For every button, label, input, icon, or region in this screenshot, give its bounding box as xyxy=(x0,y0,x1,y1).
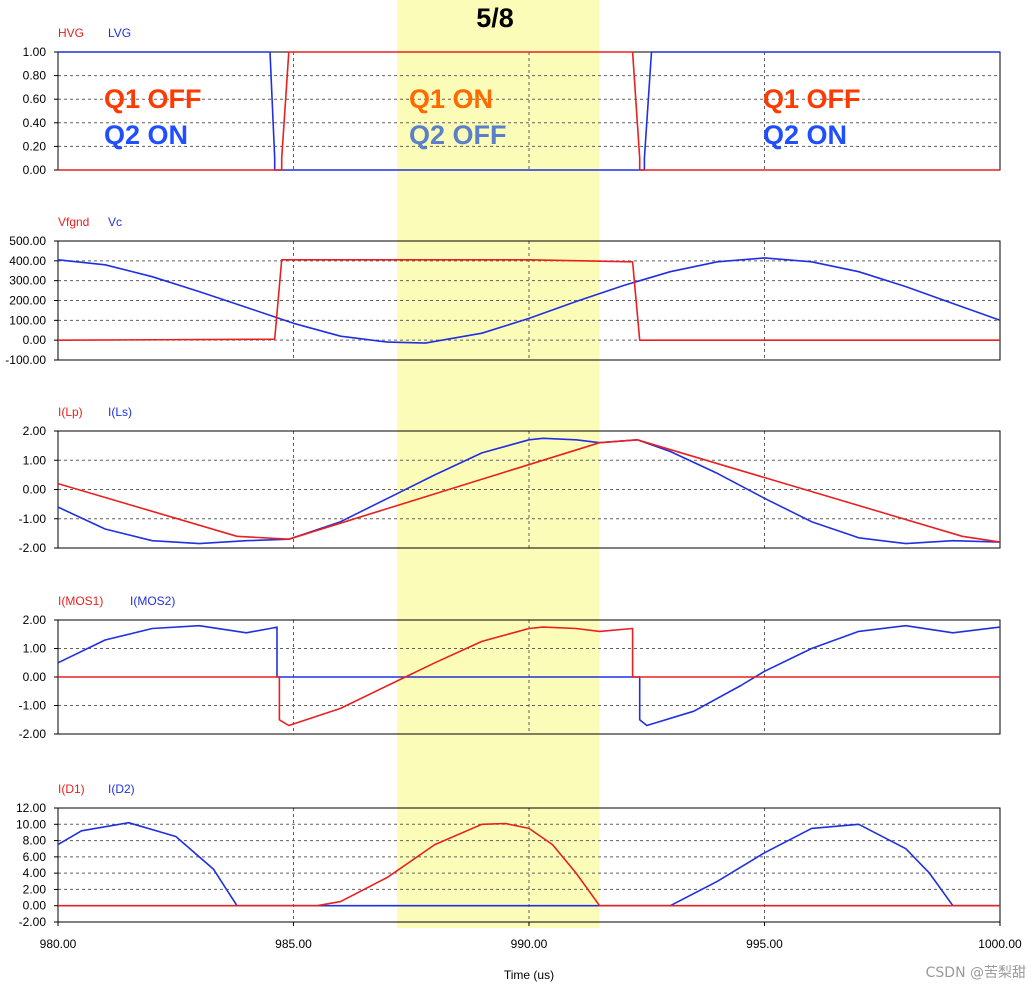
y-tick-label: 4.00 xyxy=(23,866,47,880)
y-tick-label: -100.00 xyxy=(5,353,46,367)
panel-4: -2.00 -1.00 0.00 1.00 2.00 I(MOS1) I(MOS2) xyxy=(19,594,1001,741)
y-tick-label: 0.00 xyxy=(23,163,47,177)
legend-entry: I(MOS1) xyxy=(58,594,103,608)
y-tick-label: 2.00 xyxy=(23,424,47,438)
highlight-band xyxy=(397,0,600,928)
y-tick-label: -2.00 xyxy=(19,727,47,741)
legend-entry: LVG xyxy=(108,26,131,40)
left-q2-state: Q2 ON xyxy=(104,120,188,150)
series-line-i-d1- xyxy=(58,822,1000,907)
y-tick-label: 1.00 xyxy=(23,453,47,467)
middle-q1-state: Q1 ON xyxy=(409,84,493,114)
series-line-i-mos2- xyxy=(57,624,1001,727)
plot-frame xyxy=(57,240,1001,361)
highlight-band-layer xyxy=(397,0,600,928)
y-tick-label: 0.00 xyxy=(23,670,47,684)
legend-entry: HVG xyxy=(58,26,84,40)
series-line-i-ls- xyxy=(57,437,1001,545)
x-tick-label: 995.00 xyxy=(746,937,783,951)
x-tick-label: 990.00 xyxy=(511,937,548,951)
y-tick-label: 1.00 xyxy=(23,45,47,59)
legend-entry: I(Lp) xyxy=(58,405,83,419)
y-tick-label: 0.40 xyxy=(23,116,47,130)
x-tick-label: 985.00 xyxy=(275,937,312,951)
middle-q2-state: Q2 OFF xyxy=(409,120,507,150)
y-tick-label: -1.00 xyxy=(19,699,47,713)
y-tick-label: 2.00 xyxy=(23,882,47,896)
y-tick-label: -1.00 xyxy=(19,512,47,526)
plot-frame xyxy=(57,430,1001,549)
y-tick-label: -2.00 xyxy=(19,915,47,929)
panel-3: -2.00 -1.00 0.00 1.00 2.00 I(Lp) I(Ls) xyxy=(19,405,1001,555)
series-line-i-mos1- xyxy=(58,626,1000,727)
panel-2: -100.00 0.00 100.00 200.00 300.00 400.00 500.0… xyxy=(5,215,1001,367)
y-tick-label: 10.00 xyxy=(16,817,46,831)
y-tick-label: 0.00 xyxy=(23,333,47,347)
legend-entry: I(Ls) xyxy=(108,405,132,419)
left-q1-state: Q1 OFF xyxy=(104,84,202,114)
right-q2-state: Q2 ON xyxy=(763,120,847,150)
x-tick-label: 1000.00 xyxy=(978,937,1022,951)
x-tick-label: 980.00 xyxy=(40,937,77,951)
legend-entry: Vfgnd xyxy=(58,215,89,229)
legend-entry: I(MOS2) xyxy=(130,594,175,608)
legend-entry: Vc xyxy=(108,215,122,229)
y-tick-label: 300.00 xyxy=(9,274,46,288)
y-tick-label: 500.00 xyxy=(9,234,46,248)
y-tick-label: 2.00 xyxy=(23,613,47,627)
right-q1-state: Q1 OFF xyxy=(763,84,861,114)
series-line-vc xyxy=(57,257,1001,344)
watermark: CSDN @苦梨甜 xyxy=(926,965,1026,981)
y-tick-label: 12.00 xyxy=(16,801,46,815)
panels-layer: 0.00 0.20 0.40 0.60 0.80 1.00 HVG LVG -100.00 0.0… xyxy=(5,26,1001,929)
legend-entry: I(D1) xyxy=(58,782,85,796)
annotation-layer: 5/8 Q1 OFF Q2 ON Q1 ON Q2 OFF Q1 OFF Q2 … xyxy=(104,3,1026,981)
series-line-vfgnd xyxy=(57,258,1000,342)
x-axis-title: Time (us) xyxy=(504,968,554,982)
y-tick-label: 0.60 xyxy=(23,92,47,106)
y-tick-label: 400.00 xyxy=(9,254,46,268)
duty-annotation: 5/8 xyxy=(476,3,514,33)
x-axis: Time (us) 980.00 985.00 990.00 995.00 1000.0… xyxy=(40,922,1022,982)
y-tick-label: 0.00 xyxy=(23,483,47,497)
y-tick-label: 6.00 xyxy=(23,850,47,864)
series-line-i-d2- xyxy=(57,821,1000,907)
panel-1: 0.00 0.20 0.40 0.60 0.80 1.00 HVG LVG xyxy=(23,26,1001,177)
y-tick-label: 1.00 xyxy=(23,642,47,656)
panel-5: -2.00 0.00 2.00 4.00 6.00 8.00 10.00 12.00 I(D1)… xyxy=(16,782,1001,929)
series-line-i-lp- xyxy=(57,438,1001,543)
y-tick-label: 200.00 xyxy=(9,294,46,308)
series-line-hvg xyxy=(58,51,1000,171)
y-tick-label: 0.20 xyxy=(23,139,47,153)
y-tick-label: 0.80 xyxy=(23,69,47,83)
series-line-lvg xyxy=(58,51,1000,171)
y-tick-label: 0.00 xyxy=(23,899,47,913)
legend-entry: I(D2) xyxy=(108,782,135,796)
y-tick-label: 100.00 xyxy=(9,313,46,327)
y-tick-label: 8.00 xyxy=(23,834,47,848)
y-tick-label: -2.00 xyxy=(19,541,47,555)
